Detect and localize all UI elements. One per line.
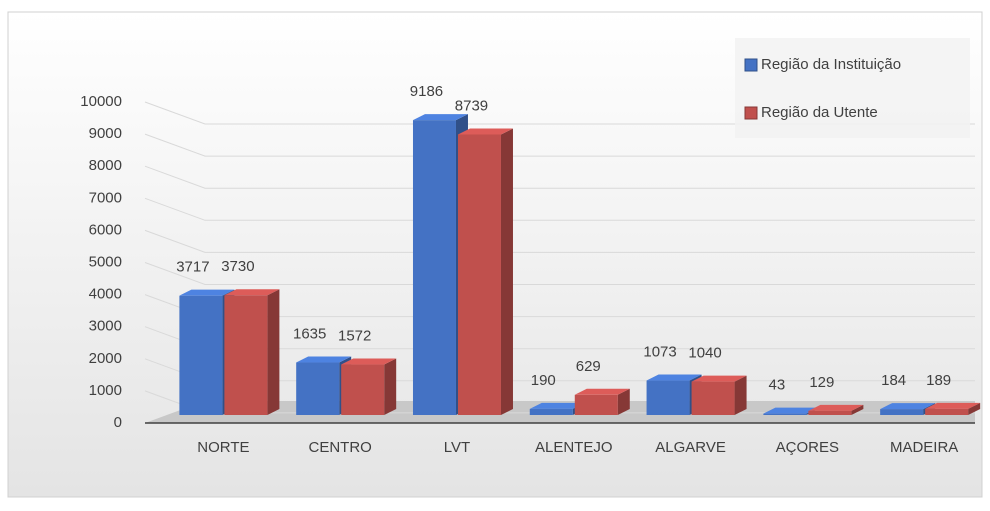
data-label: 184 bbox=[881, 372, 906, 389]
bar bbox=[646, 380, 690, 415]
bar bbox=[529, 408, 573, 415]
x-tick-label: MADEIRA bbox=[890, 439, 958, 456]
data-label: 629 bbox=[576, 358, 601, 375]
bar-top bbox=[457, 128, 513, 135]
x-tick-label: NORTE bbox=[197, 439, 249, 456]
bar bbox=[296, 362, 340, 415]
bar bbox=[925, 408, 969, 415]
y-tick-label: 9000 bbox=[89, 125, 122, 142]
grid-line bbox=[144, 101, 975, 125]
grid-line bbox=[144, 197, 975, 221]
y-tick-label: 7000 bbox=[89, 189, 122, 206]
bar-side bbox=[968, 402, 981, 415]
bar bbox=[808, 410, 852, 415]
bar-top bbox=[529, 402, 585, 409]
bar-top bbox=[808, 404, 864, 411]
data-label: 129 bbox=[809, 374, 834, 391]
data-label: 1572 bbox=[338, 328, 371, 345]
y-tick-label: 6000 bbox=[89, 221, 122, 238]
data-label: 9186 bbox=[410, 83, 443, 100]
bar-top bbox=[925, 402, 981, 409]
bar bbox=[179, 295, 223, 415]
y-tick-label: 3000 bbox=[89, 318, 122, 335]
data-label: 1635 bbox=[293, 325, 326, 342]
bar-top bbox=[646, 374, 702, 381]
bar-top bbox=[179, 289, 235, 296]
y-tick-label: 2000 bbox=[89, 350, 122, 367]
x-tick-label: ALENTEJO bbox=[535, 439, 613, 456]
bar-top bbox=[412, 114, 468, 121]
x-tick-label: CENTRO bbox=[309, 439, 372, 456]
bar bbox=[691, 381, 735, 415]
data-label: 1073 bbox=[643, 344, 676, 361]
y-tick-label: 0 bbox=[114, 414, 122, 431]
bar-side bbox=[384, 358, 397, 415]
legend-label: Região da Utente bbox=[761, 104, 878, 121]
bar bbox=[574, 394, 618, 415]
legend bbox=[735, 38, 970, 138]
y-tick-label: 4000 bbox=[89, 286, 122, 303]
data-label: 8739 bbox=[455, 97, 488, 114]
data-label: 190 bbox=[531, 372, 556, 389]
bar-side bbox=[617, 388, 630, 415]
bar-side bbox=[734, 375, 747, 415]
bar-top bbox=[341, 358, 397, 365]
data-label: 3717 bbox=[176, 259, 209, 276]
legend-swatch bbox=[744, 58, 758, 72]
bar bbox=[412, 120, 456, 416]
bar-top bbox=[763, 407, 819, 414]
bar bbox=[457, 134, 501, 416]
data-label: 1040 bbox=[688, 345, 721, 362]
plot-area: 0 1000 2000 3000 4000 5000 6000 7000 8000 9000 100… bbox=[80, 38, 981, 456]
bar bbox=[224, 295, 268, 415]
x-tick-label: AÇORES bbox=[776, 439, 839, 456]
bar bbox=[341, 364, 385, 415]
data-label: 43 bbox=[769, 377, 786, 394]
grid-line bbox=[144, 262, 975, 285]
bar-side bbox=[500, 128, 513, 416]
bar bbox=[763, 413, 807, 415]
bar-top bbox=[296, 356, 352, 363]
bar-top bbox=[691, 375, 747, 382]
grid-line bbox=[144, 229, 975, 253]
y-tick-label: 1000 bbox=[89, 382, 122, 399]
x-tick-label: ALGARVE bbox=[655, 439, 726, 456]
legend-label: Região da Instituição bbox=[761, 56, 901, 73]
bar-side bbox=[267, 289, 280, 415]
y-tick-label: 5000 bbox=[89, 253, 122, 270]
bar-top bbox=[574, 388, 630, 395]
grid-line bbox=[144, 165, 975, 189]
data-label: 189 bbox=[926, 372, 951, 389]
bar-top bbox=[224, 289, 280, 296]
data-label: 3730 bbox=[221, 258, 254, 275]
y-tick-label: 8000 bbox=[89, 157, 122, 174]
bar-side bbox=[851, 404, 864, 415]
grid-line bbox=[144, 133, 975, 157]
x-tick-label: LVT bbox=[444, 439, 470, 456]
bar bbox=[880, 409, 924, 415]
y-tick-label: 10000 bbox=[80, 93, 122, 110]
bar-top bbox=[880, 403, 936, 410]
legend-swatch bbox=[744, 106, 758, 120]
